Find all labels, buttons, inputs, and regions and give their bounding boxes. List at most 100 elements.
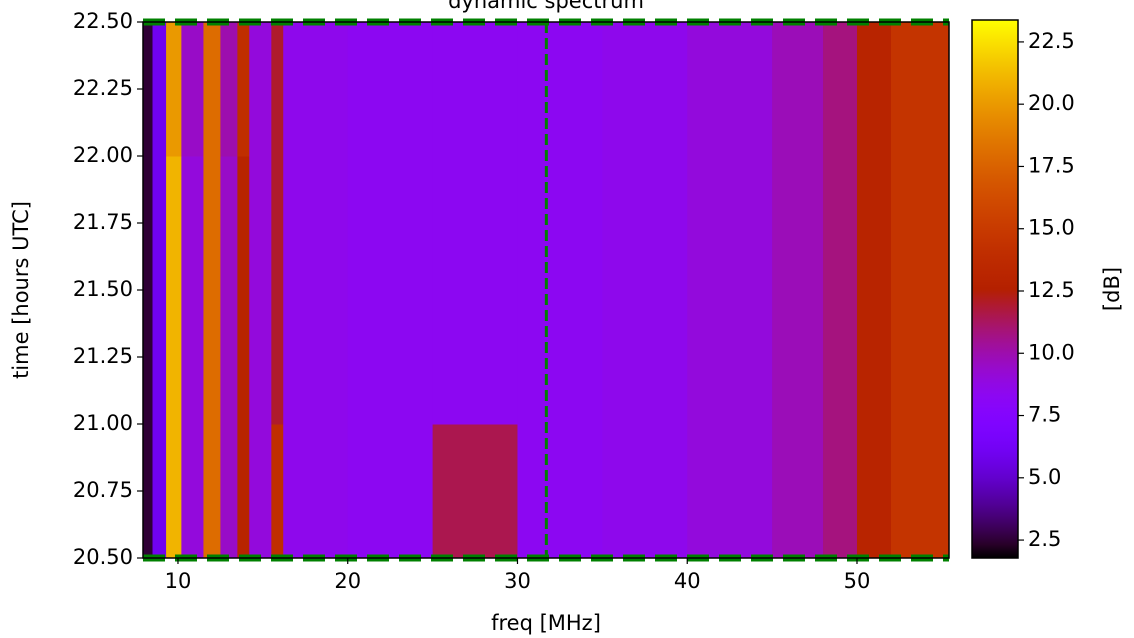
heatmap-cell xyxy=(249,290,272,425)
heatmap-cell xyxy=(347,156,434,291)
heatmap-cell xyxy=(283,424,349,559)
heatmap-cell xyxy=(181,290,204,425)
heatmap-cell xyxy=(517,156,603,291)
colorbar-tick-label: 12.5 xyxy=(1028,278,1075,302)
heatmap-cell xyxy=(220,424,238,559)
heatmap-cell xyxy=(166,290,182,425)
colorbar-tick-label: 17.5 xyxy=(1028,153,1075,177)
heatmap-cell xyxy=(432,22,518,157)
heatmap-cell xyxy=(856,424,892,559)
y-tick-label: 21.00 xyxy=(73,411,133,435)
y-tick-label: 20.75 xyxy=(73,478,133,502)
heatmap-cell xyxy=(823,156,858,291)
y-tick-label: 21.75 xyxy=(73,210,133,234)
heatmap-cell xyxy=(271,290,284,425)
colorbar-tick-label: 15.0 xyxy=(1028,216,1075,240)
colorbar-tick-label: 5.0 xyxy=(1028,465,1061,489)
heatmap-cell xyxy=(890,156,950,291)
heatmap-cell xyxy=(152,156,167,291)
heatmap-cell xyxy=(203,290,221,425)
heatmap-cell xyxy=(237,156,250,291)
heatmap-cell xyxy=(181,156,204,291)
x-tick-label: 20 xyxy=(334,569,361,593)
heatmap-cell xyxy=(166,156,182,291)
heatmap-cell xyxy=(517,424,603,559)
heatmap-cell xyxy=(143,424,154,559)
heatmap-cell xyxy=(166,424,182,559)
heatmap-cell xyxy=(347,424,434,559)
heatmap-cell xyxy=(152,424,167,559)
colorbar-tick-label: 2.5 xyxy=(1028,527,1061,551)
heatmap-cell xyxy=(517,22,603,157)
heatmap-cell xyxy=(602,424,688,559)
colorbar-tick-label: 10.0 xyxy=(1028,340,1075,364)
heatmap-cell xyxy=(856,22,892,157)
heatmap-cell xyxy=(271,424,284,559)
heatmap-cell xyxy=(602,22,688,157)
colorbar-tick-label: 22.5 xyxy=(1028,29,1075,53)
heatmap-cell xyxy=(432,156,518,291)
heatmap-cell xyxy=(347,22,434,157)
y-tick-label: 22.25 xyxy=(73,76,133,100)
colorbar-tick-label: 20.0 xyxy=(1028,91,1075,115)
heatmap-cell xyxy=(283,156,349,291)
colorbar-tick-label: 7.5 xyxy=(1028,403,1061,427)
heatmap-cell xyxy=(237,424,250,559)
heatmap-cell xyxy=(249,22,272,157)
heatmap-cell xyxy=(143,156,154,291)
heatmap-cell xyxy=(166,22,182,157)
chart-title: dynamic spectrum xyxy=(448,0,644,13)
x-tick-label: 10 xyxy=(165,569,192,593)
y-tick-label: 21.25 xyxy=(73,344,133,368)
heatmap-cell xyxy=(347,290,434,425)
colorbar xyxy=(971,19,1019,559)
heatmap-cell xyxy=(856,156,892,291)
heatmap-cell xyxy=(772,156,824,291)
heatmap-cell xyxy=(687,156,773,291)
heatmap-cell xyxy=(220,22,238,157)
heatmap-cell xyxy=(237,22,250,157)
heatmap-cell xyxy=(687,290,773,425)
x-axis-label: freq [MHz] xyxy=(491,611,601,635)
heatmap-cell xyxy=(203,424,221,559)
y-tick-label: 20.50 xyxy=(73,545,133,569)
heatmap-cell xyxy=(772,22,824,157)
heatmap-cell xyxy=(249,156,272,291)
heatmap-cell xyxy=(602,290,688,425)
heatmap-cell xyxy=(283,22,349,157)
heatmap-cell xyxy=(890,22,950,157)
y-tick-label: 22.00 xyxy=(73,143,133,167)
heatmap-cell xyxy=(220,156,238,291)
heatmap-cell xyxy=(890,290,950,425)
heatmap-cell xyxy=(220,290,238,425)
heatmap-cell xyxy=(602,156,688,291)
heatmap-cell xyxy=(283,290,349,425)
heatmap-cell xyxy=(772,424,824,559)
heatmap-cell xyxy=(856,290,892,425)
heatmap-cell xyxy=(271,156,284,291)
heatmap-cell xyxy=(237,290,250,425)
heatmap-cell xyxy=(143,22,154,157)
heatmap-cell xyxy=(203,22,221,157)
heatmap-cell xyxy=(687,424,773,559)
heatmap-cell xyxy=(152,290,167,425)
heatmap-cell xyxy=(271,22,284,157)
y-tick-label: 22.50 xyxy=(73,9,133,33)
heatmap-cell xyxy=(823,22,858,157)
heatmap-cell xyxy=(432,424,518,559)
heatmap-cell xyxy=(203,156,221,291)
x-tick-label: 30 xyxy=(504,569,531,593)
heatmap-cell xyxy=(249,424,272,559)
y-axis-label: time [hours UTC] xyxy=(9,201,33,379)
y-tick-label: 21.50 xyxy=(73,277,133,301)
heatmap-cell xyxy=(517,290,603,425)
colorbar-label: [dB] xyxy=(1100,267,1124,311)
heatmap-cell xyxy=(890,424,950,559)
heatmap-cell xyxy=(152,22,167,157)
heatmap-cell xyxy=(772,290,824,425)
heatmap-cell xyxy=(181,22,204,157)
heatmap-cell xyxy=(823,290,858,425)
x-tick-label: 40 xyxy=(674,569,701,593)
heatmap-cell xyxy=(823,424,858,559)
